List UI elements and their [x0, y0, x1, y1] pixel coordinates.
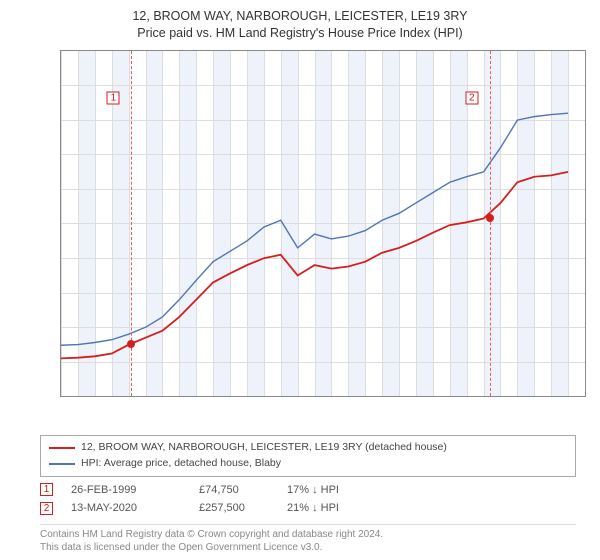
y-tick-label: £400K [60, 114, 61, 126]
x-tick-label: 2020 [484, 396, 500, 397]
x-tick-label: 2002 [179, 396, 195, 397]
x-tick-label: 2014 [382, 396, 398, 397]
y-tick-label: £300K [60, 183, 61, 195]
x-tick-label: 1995 [61, 396, 77, 397]
sale-vs-hpi: 21% ↓ HPI [287, 499, 339, 518]
x-tick-label: 2010 [315, 396, 331, 397]
y-tick-label: £50K [60, 356, 61, 368]
x-tick-label: 1996 [78, 396, 94, 397]
plot-area: 1995199619971998199920002001200220032004… [60, 50, 586, 397]
series-svg [61, 51, 585, 396]
x-tick-label: 2001 [162, 396, 178, 397]
title-subtitle: Price paid vs. HM Land Registry's House … [10, 25, 590, 42]
footnote-line-2: This data is licensed under the Open Gov… [40, 541, 576, 554]
x-tick-label: 2024 [551, 396, 567, 397]
footnote: Contains HM Land Registry data © Crown c… [40, 524, 576, 554]
legend-row: HPI: Average price, detached house, Blab… [49, 456, 567, 472]
sale-marker-box: 1 [107, 91, 120, 104]
sale-date: 13-MAY-2020 [71, 499, 181, 518]
x-tick-label: 1999 [129, 396, 145, 397]
x-tick-label: 2006 [247, 396, 263, 397]
legend-label: HPI: Average price, detached house, Blab… [81, 456, 281, 472]
y-tick-label: £200K [60, 252, 61, 264]
x-tick-label: 2007 [264, 396, 280, 397]
sale-row: 1 26-FEB-1999 £74,750 17% ↓ HPI [40, 481, 576, 500]
x-tick-label: 2008 [281, 396, 297, 397]
sale-price: £257,500 [199, 499, 269, 518]
legend-swatch [49, 463, 75, 465]
x-tick-label: 2017 [433, 396, 449, 397]
y-tick-label: £0 [60, 390, 61, 397]
legend-swatch [49, 447, 75, 449]
x-tick-label: 2015 [399, 396, 415, 397]
legend: 12, BROOM WAY, NARBOROUGH, LEICESTER, LE… [40, 435, 576, 477]
sale-date: 26-FEB-1999 [71, 481, 181, 500]
sale-vs-hpi: 17% ↓ HPI [287, 481, 339, 500]
y-tick-label: £150K [60, 287, 61, 299]
x-tick-label: 2005 [230, 396, 246, 397]
chart-area: 1995199619971998199920002001200220032004… [8, 48, 588, 429]
x-tick-label: 2000 [146, 396, 162, 397]
title-address: 12, BROOM WAY, NARBOROUGH, LEICESTER, LE… [10, 8, 590, 25]
series-hpi [61, 113, 568, 345]
chart-container: 12, BROOM WAY, NARBOROUGH, LEICESTER, LE… [0, 0, 600, 560]
x-tick-label: 2025 [568, 396, 584, 397]
x-tick-label: 2012 [348, 396, 364, 397]
x-tick-label: 2009 [298, 396, 314, 397]
title-block: 12, BROOM WAY, NARBOROUGH, LEICESTER, LE… [0, 0, 600, 44]
legend-label: 12, BROOM WAY, NARBOROUGH, LEICESTER, LE… [81, 440, 447, 456]
sale-price: £74,750 [199, 481, 269, 500]
y-tick-label: £100K [60, 321, 61, 333]
x-tick-label: 1998 [112, 396, 128, 397]
sale-row-marker: 2 [40, 502, 53, 515]
x-tick-label: 2022 [517, 396, 533, 397]
x-tick-label: 2019 [467, 396, 483, 397]
sale-marker-dot [486, 214, 494, 222]
x-tick-label: 2018 [450, 396, 466, 397]
x-tick-label: 2016 [416, 396, 432, 397]
sale-marker-line [490, 51, 491, 396]
legend-row: 12, BROOM WAY, NARBOROUGH, LEICESTER, LE… [49, 440, 567, 456]
sale-marker-dot [127, 340, 135, 348]
x-tick-label: 2021 [500, 396, 516, 397]
y-tick-label: £500K [60, 50, 61, 57]
y-tick-label: £350K [60, 148, 61, 160]
sale-marker-box: 2 [465, 91, 478, 104]
x-tick-label: 2013 [365, 396, 381, 397]
x-tick-label: 2023 [534, 396, 550, 397]
footnote-line-1: Contains HM Land Registry data © Crown c… [40, 528, 576, 541]
x-tick-label: 2011 [331, 396, 347, 397]
sales-table: 1 26-FEB-1999 £74,750 17% ↓ HPI 2 13-MAY-2020… [40, 481, 576, 518]
x-tick-label: 2004 [213, 396, 229, 397]
x-tick-label: 2003 [196, 396, 212, 397]
sale-row-marker: 1 [40, 483, 53, 496]
sale-row: 2 13-MAY-2020 £257,500 21% ↓ HPI [40, 499, 576, 518]
y-tick-label: £450K [60, 79, 61, 91]
y-tick-label: £250K [60, 217, 61, 229]
x-tick-label: 1997 [95, 396, 111, 397]
